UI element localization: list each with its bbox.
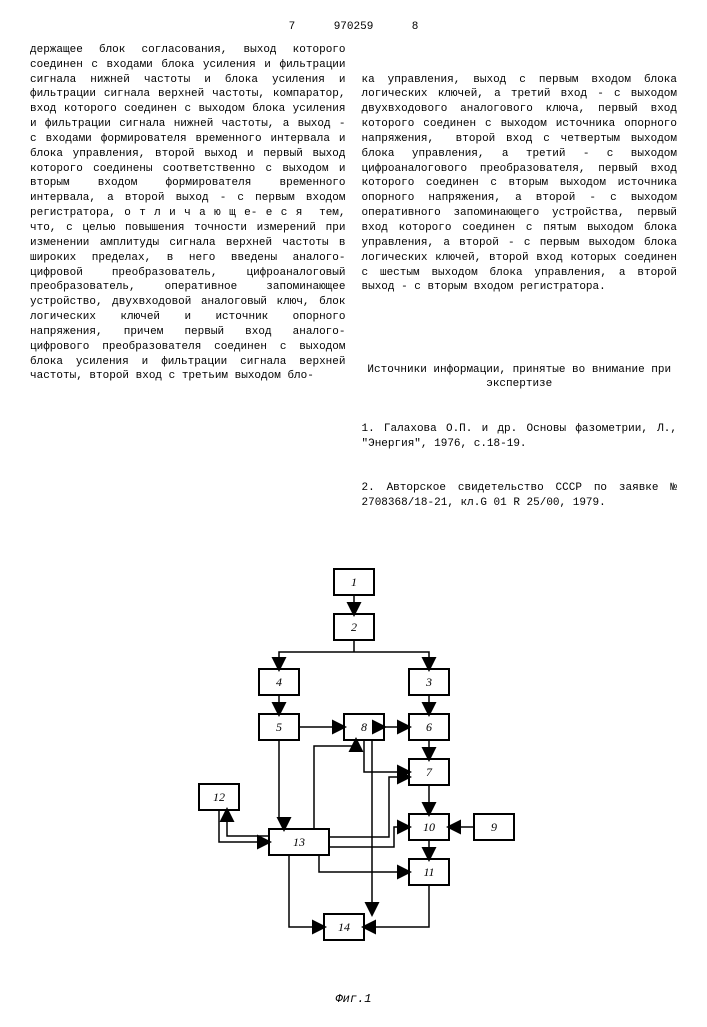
svg-text:6: 6 [426,720,432,734]
page-number-right: 8 [400,20,430,35]
svg-text:12: 12 [213,790,225,804]
svg-text:4: 4 [276,675,282,689]
svg-text:1: 1 [351,575,357,589]
reference-1: 1. Галахова О.П. и др. Основы фазометрии… [362,422,678,452]
left-column: держащее блок согласования, выход которо… [30,43,346,541]
page-number-left: 7 [277,20,307,35]
svg-text:5: 5 [276,720,282,734]
block-diagram: 1234567891011121314 [184,559,524,979]
svg-text:7: 7 [426,765,433,779]
sources-title: Источники информации, принятые во вниман… [362,363,678,393]
svg-text:14: 14 [338,920,350,934]
right-para1: ка управления, выход с первым входом бло… [362,73,678,296]
svg-text:9: 9 [491,820,497,834]
svg-text:10: 10 [423,820,435,834]
figure-caption: Фиг.1 [30,991,677,1007]
svg-text:11: 11 [423,865,434,879]
right-column: ка управления, выход с первым входом бло… [362,43,678,541]
svg-text:2: 2 [351,620,357,634]
document-number: 970259 [314,20,394,35]
svg-text:3: 3 [425,675,432,689]
left-text: держащее блок согласования, выход которо… [30,43,346,384]
reference-2: 2. Авторское свидетельство СССР по заявк… [362,481,678,511]
svg-text:8: 8 [361,720,367,734]
svg-text:13: 13 [293,835,305,849]
